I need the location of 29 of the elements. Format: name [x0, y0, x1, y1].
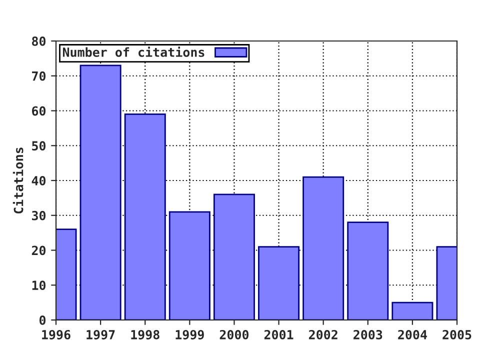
bar: [258, 246, 300, 320]
x-tick-label: 1996: [42, 330, 70, 340]
bar: [80, 64, 122, 320]
x-tick-label: 2005: [442, 330, 472, 340]
bar: [302, 176, 344, 320]
y-tick-label: 10: [32, 280, 46, 290]
legend-label: Number of citations: [62, 46, 204, 57]
x-tick-label: 2004: [398, 330, 427, 340]
y-tick-label: 20: [32, 246, 46, 256]
bar: [168, 211, 210, 320]
bar: [392, 302, 434, 320]
x-tick-label: 1999: [176, 330, 204, 340]
y-axis-title: Citations: [12, 148, 24, 214]
y-tick-label: 0: [40, 315, 46, 325]
x-tick-label: 2002: [308, 330, 338, 340]
y-tick-label: 40: [32, 176, 46, 186]
bar: [347, 222, 389, 320]
bar: [124, 114, 166, 320]
y-tick-label: 70: [32, 71, 46, 81]
bar: [213, 194, 255, 320]
y-tick-label: 60: [32, 106, 46, 116]
y-tick-label: 30: [32, 210, 46, 220]
x-tick-label: 2003: [354, 330, 382, 340]
y-tick-label: 50: [32, 141, 46, 151]
x-tick-label: 2001: [264, 330, 294, 340]
x-tick-label: 1997: [86, 330, 115, 340]
x-tick-label: 2000: [220, 330, 249, 340]
y-tick-label: 80: [32, 36, 46, 46]
x-tick-label: 1998: [131, 330, 160, 340]
